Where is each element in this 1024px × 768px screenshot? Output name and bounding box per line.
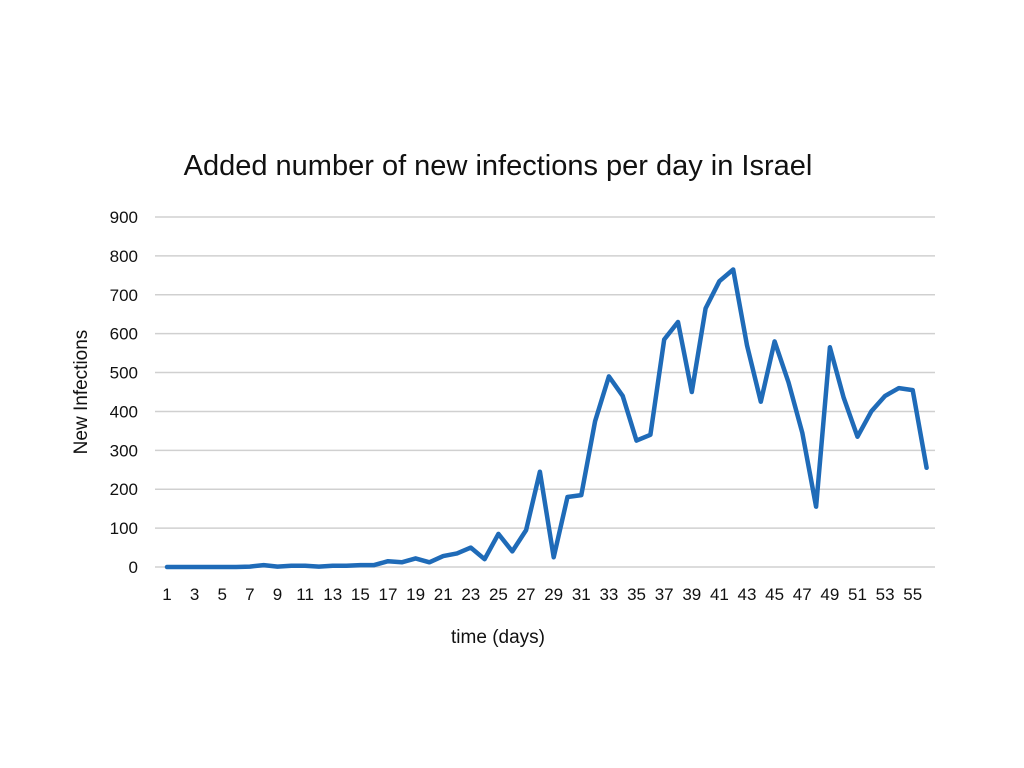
chart-title: Added number of new infections per day i… bbox=[184, 150, 813, 182]
x-tick-label: 23 bbox=[461, 585, 480, 604]
x-tick-label: 33 bbox=[599, 585, 618, 604]
y-tick-label: 200 bbox=[110, 480, 138, 499]
x-tick-label: 25 bbox=[489, 585, 508, 604]
y-tick-label: 400 bbox=[110, 402, 138, 421]
x-tick-label: 51 bbox=[848, 585, 867, 604]
y-tick-label: 600 bbox=[110, 325, 138, 344]
x-tick-label: 47 bbox=[793, 585, 812, 604]
x-tick-label: 1 bbox=[162, 585, 171, 604]
x-tick-label: 49 bbox=[820, 585, 839, 604]
x-tick-label: 43 bbox=[738, 585, 757, 604]
x-tick-label: 19 bbox=[406, 585, 425, 604]
y-tick-label: 800 bbox=[110, 247, 138, 266]
x-axis-label: time (days) bbox=[451, 627, 545, 648]
x-tick-label: 35 bbox=[627, 585, 646, 604]
x-tick-label: 11 bbox=[296, 585, 314, 604]
y-tick-label: 900 bbox=[110, 208, 138, 227]
x-tick-label: 5 bbox=[218, 585, 227, 604]
x-tick-label: 55 bbox=[903, 585, 922, 604]
x-tick-label: 21 bbox=[434, 585, 453, 604]
x-tick-label: 31 bbox=[572, 585, 591, 604]
y-tick-label: 300 bbox=[110, 441, 138, 460]
x-tick-label: 29 bbox=[544, 585, 563, 604]
x-tick-label: 41 bbox=[710, 585, 729, 604]
y-tick-label: 100 bbox=[110, 519, 138, 538]
y-axis-label: New Infections bbox=[71, 330, 92, 455]
x-tick-label: 45 bbox=[765, 585, 784, 604]
y-tick-label: 0 bbox=[129, 558, 138, 577]
x-tick-label: 53 bbox=[876, 585, 895, 604]
x-tick-label: 3 bbox=[190, 585, 199, 604]
x-tick-label: 27 bbox=[517, 585, 536, 604]
y-tick-label: 500 bbox=[110, 364, 138, 383]
x-tick-label: 17 bbox=[378, 585, 397, 604]
series-line bbox=[164, 267, 929, 570]
x-tick-label: 9 bbox=[273, 585, 282, 604]
x-tick-label: 13 bbox=[323, 585, 342, 604]
y-tick-label: 700 bbox=[110, 286, 138, 305]
x-tick-label: 39 bbox=[682, 585, 701, 604]
x-tick-label: 15 bbox=[351, 585, 370, 604]
x-tick-label: 37 bbox=[655, 585, 674, 604]
x-tick-label: 7 bbox=[245, 585, 254, 604]
